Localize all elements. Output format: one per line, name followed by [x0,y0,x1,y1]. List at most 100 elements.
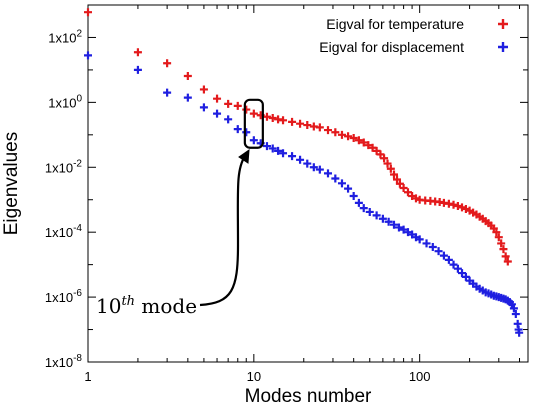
legend-marker [498,19,508,29]
y-axis-title: Eigenvalues [1,132,22,236]
data-point [344,132,353,141]
arrow-head [238,148,250,164]
data-point [183,71,192,80]
x-axis-title: Modes number [245,386,372,407]
data-point [453,264,462,273]
data-point [515,328,524,337]
y-tick-label: 1x10-2 [45,158,83,175]
data-point [262,142,271,151]
y-tick-label: 1x102 [48,28,82,45]
data-point [233,101,242,110]
data-point [399,183,408,192]
annotation-arrow [199,155,246,307]
legend-label: Eigval for temperature [326,16,464,32]
data-point [344,184,353,193]
data-point [163,88,172,97]
data-point [323,126,332,135]
data-point [183,93,192,102]
data-point [349,192,358,201]
data-point [296,119,305,128]
data-point [365,207,374,216]
data-point [163,59,172,68]
data-point [331,128,340,137]
data-point [422,239,431,248]
data-point [213,109,222,118]
data-point [331,174,340,183]
data-point [492,228,501,237]
data-point [403,188,412,197]
data-point [279,149,288,158]
y-tick-label: 1x100 [48,93,82,110]
data-point [242,128,251,137]
data-point [84,8,92,17]
data-point [439,251,448,260]
data-point [199,85,208,94]
data-point [274,146,283,155]
data-point [378,214,387,223]
data-point [288,117,297,126]
data-point [394,223,403,232]
data-point [337,130,346,139]
data-point [359,138,368,147]
data-point [501,252,510,261]
data-point [279,116,288,125]
series-displacement [84,51,524,337]
data-point [249,136,258,145]
legend-marker [498,42,508,52]
data-point [434,247,443,256]
x-tick-label: 10 [247,369,261,384]
data-point [415,235,424,244]
data-point [303,121,312,130]
data-point [511,310,520,319]
data-point [323,169,332,178]
data-point [458,203,467,212]
data-point [389,220,398,229]
data-point [364,141,373,150]
data-point [233,125,242,134]
data-point [268,113,277,122]
plot-frame [87,4,529,363]
data-point [199,103,208,112]
data-point [303,159,312,168]
tenth-mode-label: 10th mode [96,294,197,318]
data-point [393,175,402,184]
data-point [133,65,142,74]
x-tick-label: 1 [84,369,91,384]
data-point [262,112,271,121]
data-point [380,154,389,163]
data-point [494,233,503,242]
series-temperature [84,8,512,266]
y-tick-label: 1x10-8 [45,353,83,370]
data-point [249,109,258,118]
data-point [428,242,437,251]
data-point [403,228,412,237]
data-point [503,257,512,266]
data-point [133,48,142,57]
data-point [315,123,324,132]
data-point [499,245,508,254]
data-point [268,144,277,153]
data-point [337,179,346,188]
data-point [509,304,518,313]
data-point [384,217,393,226]
data-point [386,164,395,173]
data-point [354,136,363,145]
data-point [453,202,462,211]
x-tick-label: 100 [409,369,431,384]
data-point [507,300,516,309]
data-point [296,155,305,164]
data-point [372,211,381,220]
data-point [389,170,398,179]
data-point [349,133,358,142]
data-point [213,94,222,103]
data-point [288,152,297,161]
data-point [242,105,251,114]
data-point [224,115,233,124]
data-point [309,163,318,172]
data-point [497,239,506,248]
data-point [395,179,404,188]
data-point [84,51,92,60]
data-point [458,269,467,278]
data-point [359,204,368,213]
